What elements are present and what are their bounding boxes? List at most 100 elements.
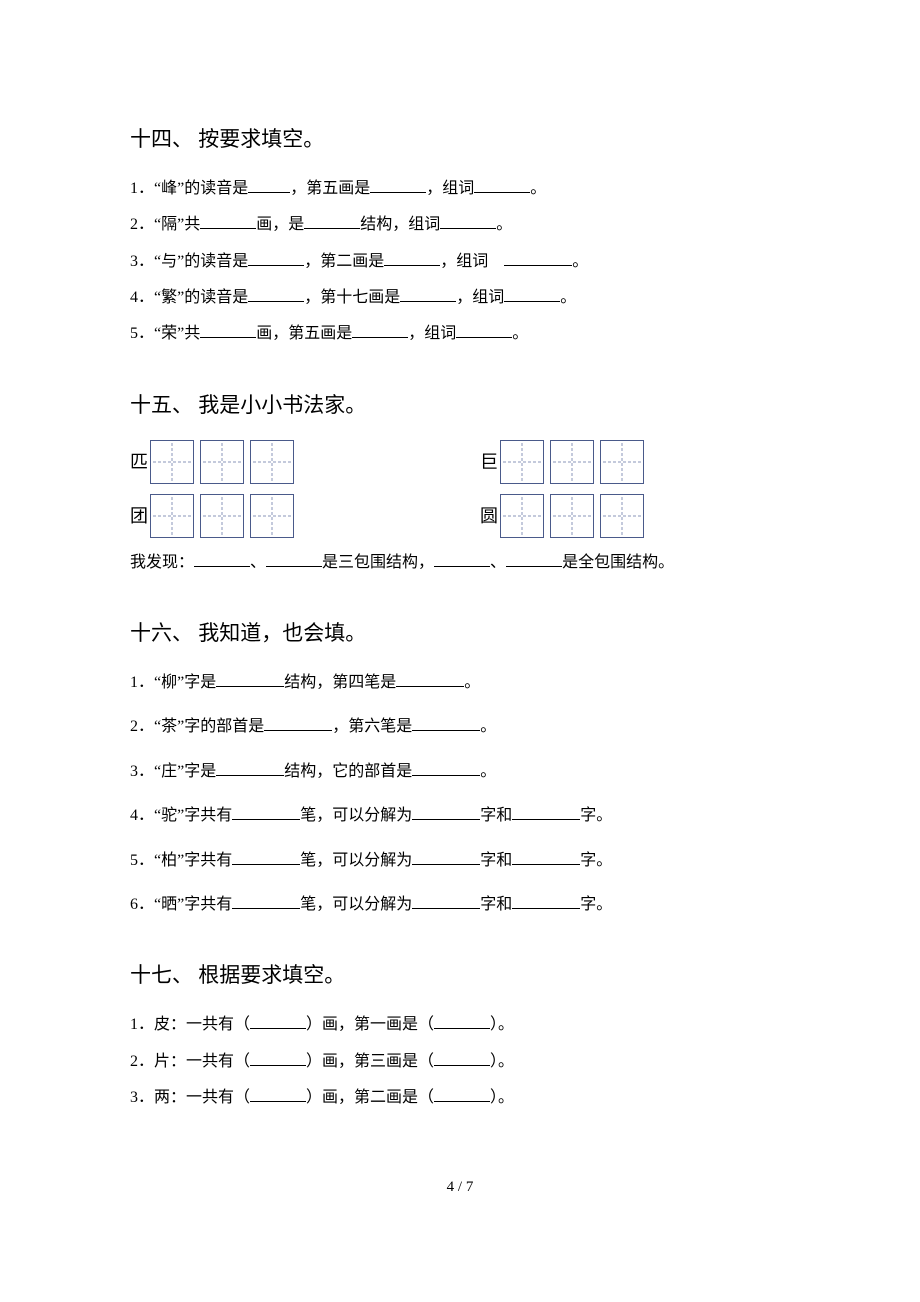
section-17-title: 十七、 根据要求填空。 xyxy=(130,956,790,996)
writing-box[interactable] xyxy=(250,440,294,484)
blank[interactable] xyxy=(264,713,332,732)
s17-item-3: 3．两：一共有（）画，第二画是（）。 xyxy=(130,1083,790,1113)
text: “荣”共 xyxy=(154,325,200,342)
text: ，组词 xyxy=(440,253,488,270)
text: 、 xyxy=(250,554,266,571)
text: 结构，它的部首是 xyxy=(284,763,412,780)
text: “茶”字的部首是 xyxy=(154,718,264,735)
s16-item-6: 6．“晒”字共有笔，可以分解为字和字。 xyxy=(130,890,790,920)
text: ）。 xyxy=(490,1089,514,1106)
item-number: 1． xyxy=(130,180,154,197)
blank[interactable] xyxy=(396,668,464,687)
blank[interactable] xyxy=(200,211,256,230)
writing-box[interactable] xyxy=(600,494,644,538)
text: “晒”字共有 xyxy=(154,896,232,913)
blank[interactable] xyxy=(304,211,360,230)
calligraphy-row-2: 团 圆 xyxy=(130,494,790,538)
blank[interactable] xyxy=(434,1047,490,1066)
blank[interactable] xyxy=(250,1047,306,1066)
item-number: 2． xyxy=(130,216,154,233)
s14-item-4: 4．“繁”的读音是，第十七画是，组词。 xyxy=(130,283,790,313)
blank[interactable] xyxy=(474,174,530,193)
blank[interactable] xyxy=(232,802,300,821)
text: 。 xyxy=(480,718,496,735)
blank[interactable] xyxy=(504,247,572,266)
text: 字和 xyxy=(480,852,512,869)
s14-item-5: 5．“荣”共画，第五画是，组词。 xyxy=(130,319,790,349)
item-number: 4． xyxy=(130,807,154,824)
text: ）画，第一画是（ xyxy=(306,1016,434,1033)
text: ，第十七画是 xyxy=(304,289,400,306)
section-15-title: 十五、 我是小小书法家。 xyxy=(130,386,790,426)
blank[interactable] xyxy=(456,320,512,339)
blank[interactable] xyxy=(216,757,284,776)
worksheet-page: 十四、 按要求填空。 1．“峰”的读音是，第五画是，组词。 2．“隔”共画，是结… xyxy=(0,0,920,1262)
s17-item-2: 2．片：一共有（）画，第三画是（）。 xyxy=(130,1047,790,1077)
writing-box[interactable] xyxy=(150,494,194,538)
text: “柏”字共有 xyxy=(154,852,232,869)
text: 、 xyxy=(490,554,506,571)
text: 画，是 xyxy=(256,216,304,233)
text: 笔，可以分解为 xyxy=(300,896,412,913)
blank[interactable] xyxy=(250,1011,306,1030)
item-number: 3． xyxy=(130,1089,154,1106)
text: ，第五画是 xyxy=(290,180,370,197)
writing-box[interactable] xyxy=(250,494,294,538)
s14-item-3: 3．“与”的读音是，第二画是，组词 。 xyxy=(130,247,790,277)
blank[interactable] xyxy=(400,283,456,302)
blank[interactable] xyxy=(412,846,480,865)
text: ，组词 xyxy=(408,325,456,342)
writing-box[interactable] xyxy=(200,440,244,484)
blank[interactable] xyxy=(412,757,480,776)
blank[interactable] xyxy=(506,548,562,567)
s14-item-2: 2．“隔”共画，是结构，组词。 xyxy=(130,210,790,240)
blank[interactable] xyxy=(232,890,300,909)
blank[interactable] xyxy=(250,1083,306,1102)
s16-item-5: 5．“柏”字共有笔，可以分解为字和字。 xyxy=(130,846,790,876)
text: “驼”字共有 xyxy=(154,807,232,824)
writing-box[interactable] xyxy=(200,494,244,538)
blank[interactable] xyxy=(512,802,580,821)
blank[interactable] xyxy=(248,247,304,266)
blank[interactable] xyxy=(512,890,580,909)
source-char: 巨 xyxy=(480,445,498,479)
blank[interactable] xyxy=(412,890,480,909)
text: “繁”的读音是 xyxy=(154,289,248,306)
text: ）。 xyxy=(490,1016,514,1033)
blank[interactable] xyxy=(248,283,304,302)
blank[interactable] xyxy=(412,713,480,732)
text: ）画，第三画是（ xyxy=(306,1053,434,1070)
box-group: 匹 xyxy=(130,440,300,484)
text: 皮：一共有（ xyxy=(154,1016,250,1033)
blank[interactable] xyxy=(434,548,490,567)
item-number: 1． xyxy=(130,674,154,691)
s15-conclusion: 我发现：、是三包围结构，、是全包围结构。 xyxy=(130,548,790,578)
blank[interactable] xyxy=(412,802,480,821)
writing-box[interactable] xyxy=(500,494,544,538)
writing-box[interactable] xyxy=(550,494,594,538)
blank[interactable] xyxy=(194,548,250,567)
blank[interactable] xyxy=(370,174,426,193)
blank[interactable] xyxy=(512,846,580,865)
blank[interactable] xyxy=(232,846,300,865)
writing-box[interactable] xyxy=(550,440,594,484)
text: 字。 xyxy=(580,852,612,869)
blank[interactable] xyxy=(440,211,496,230)
writing-box[interactable] xyxy=(150,440,194,484)
text: ，第二画是 xyxy=(304,253,384,270)
blank[interactable] xyxy=(200,320,256,339)
writing-box[interactable] xyxy=(600,440,644,484)
text: 我发现： xyxy=(130,554,194,571)
blank[interactable] xyxy=(504,283,560,302)
blank[interactable] xyxy=(216,668,284,687)
blank[interactable] xyxy=(352,320,408,339)
writing-box[interactable] xyxy=(500,440,544,484)
blank[interactable] xyxy=(434,1011,490,1030)
blank[interactable] xyxy=(434,1083,490,1102)
blank[interactable] xyxy=(248,174,290,193)
item-number: 2． xyxy=(130,1053,154,1070)
blank[interactable] xyxy=(266,548,322,567)
blank[interactable] xyxy=(384,247,440,266)
text: 画，第五画是 xyxy=(256,325,352,342)
s16-item-4: 4．“驼”字共有笔，可以分解为字和字。 xyxy=(130,801,790,831)
